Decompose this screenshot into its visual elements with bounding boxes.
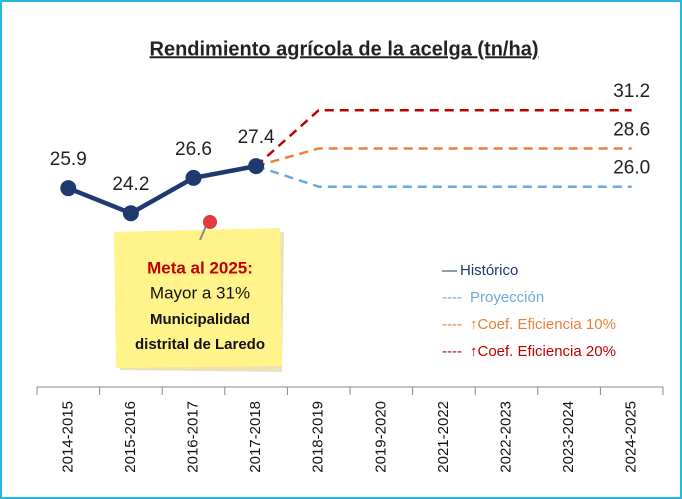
data-label: 28.6 bbox=[613, 119, 650, 140]
x-tick-label: 2018-2019 bbox=[310, 401, 327, 473]
series-line bbox=[255, 147, 632, 168]
data-label: 26.0 bbox=[613, 158, 650, 179]
x-tick-label: 2023-2024 bbox=[560, 401, 577, 473]
legend-symbol: — bbox=[442, 262, 457, 279]
x-tick-label: 2021-2022 bbox=[435, 401, 452, 473]
point bbox=[122, 205, 139, 222]
point bbox=[248, 158, 265, 175]
x-tick-label: 2019-2020 bbox=[372, 401, 389, 473]
note-line: Municipalidad bbox=[150, 311, 250, 328]
sticky-note: Meta al 2025: Mayor a 31% Municipalidad … bbox=[114, 215, 284, 372]
x-tick-label: 2024-2025 bbox=[623, 401, 640, 473]
legend-label: Proyección bbox=[470, 289, 544, 306]
x-tick-label: 2015-2016 bbox=[122, 401, 139, 473]
x-tick-label: 2017-2018 bbox=[247, 401, 264, 473]
note-paper bbox=[114, 228, 282, 368]
x-tick-label: 2014-2015 bbox=[59, 401, 76, 473]
data-label: 25.9 bbox=[50, 149, 87, 170]
point bbox=[185, 169, 202, 186]
data-label: 24.2 bbox=[112, 174, 149, 195]
legend-label: ↑Coef. Eficiencia 20% bbox=[470, 343, 616, 360]
pin-head bbox=[203, 215, 217, 229]
legend-label: Histórico bbox=[460, 262, 518, 279]
chart-title: Rendimiento agrícola de la acelga (tn/ha… bbox=[150, 38, 539, 60]
x-tick-label: 2016-2017 bbox=[184, 401, 201, 473]
legend-symbol: ---- bbox=[442, 343, 462, 360]
legend-label: ↑Coef. Eficiencia 10% bbox=[470, 316, 616, 333]
point bbox=[60, 180, 77, 197]
series-line bbox=[67, 163, 257, 216]
note-line: distrital de Laredo bbox=[135, 336, 265, 353]
legend-symbol: ---- bbox=[442, 316, 462, 333]
data-label: 31.2 bbox=[613, 81, 650, 102]
data-label: 27.4 bbox=[238, 127, 275, 148]
data-label: 26.6 bbox=[175, 139, 212, 160]
x-tick-label: 2022-2023 bbox=[497, 401, 514, 473]
pin-needle bbox=[199, 225, 207, 241]
series-line bbox=[255, 108, 632, 168]
legend-symbol: ---- bbox=[442, 289, 462, 306]
note-line: Mayor a 31% bbox=[150, 283, 250, 302]
series-line bbox=[255, 164, 632, 188]
note-line: Meta al 2025: bbox=[147, 258, 253, 277]
